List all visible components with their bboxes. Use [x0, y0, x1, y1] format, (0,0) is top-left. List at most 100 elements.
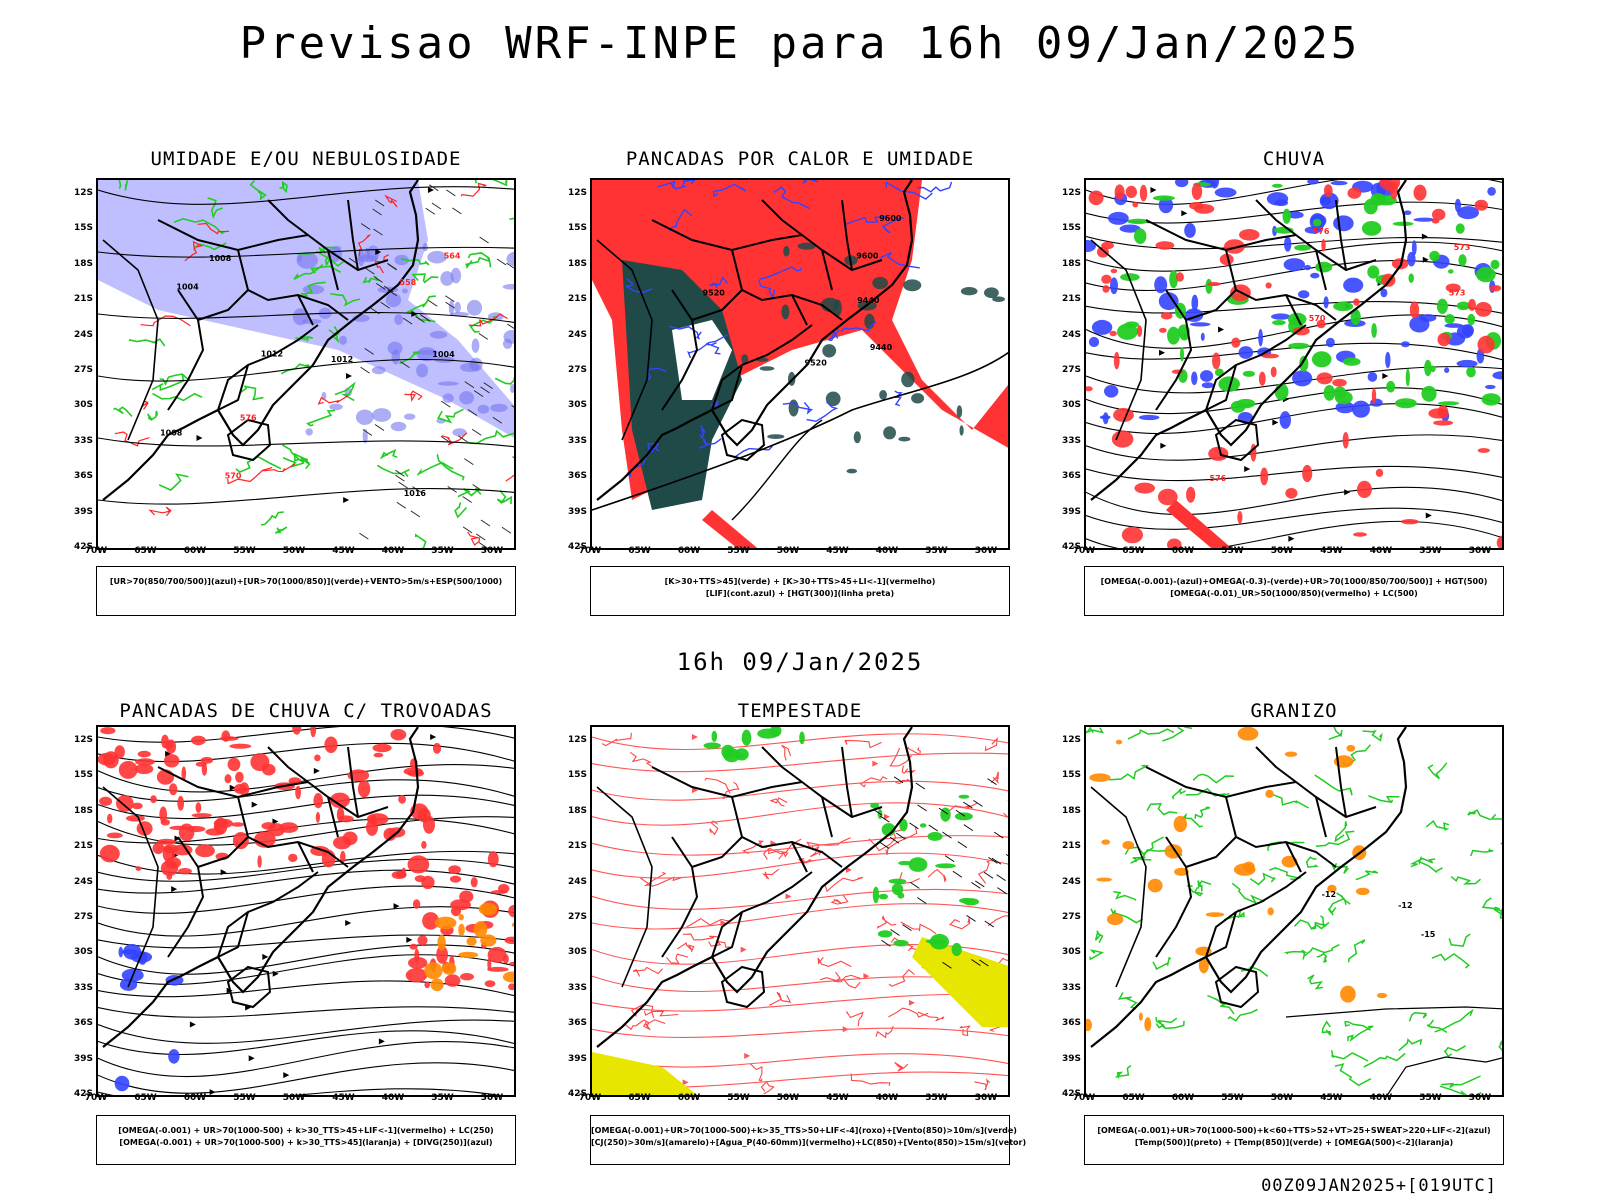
contour-label: 573 [1454, 243, 1471, 252]
legend-line: [OMEGA(-0.001) + UR>70(1000-500) + k>30_… [119, 1138, 493, 1147]
longitude-tick-label: 30W [1468, 546, 1492, 556]
panel-legend: [OMEGA(-0.001)-(azul)+OMEGA(-0.3)-(verde… [1084, 566, 1504, 616]
longitude-tick-label: 45W [826, 1093, 849, 1103]
longitude-tick-label: 35W [431, 546, 454, 556]
latitude-tick-label: 18S [567, 258, 587, 269]
panel-title: PANCADAS POR CALOR E UMIDADE [625, 148, 975, 170]
contour-label: 9520 [805, 359, 828, 368]
longitude-tick-label: 65W [628, 1093, 651, 1103]
longitude-tick-label: 50W [776, 546, 800, 556]
contour-label: 1004 [176, 283, 199, 292]
longitude-tick-label: 65W [628, 546, 651, 556]
longitude-tick-label: 65W [134, 546, 157, 556]
longitude-tick-label: 40W [381, 1093, 405, 1103]
latitude-tick-label: 21S [567, 294, 587, 305]
latitude-tick-label: 21S [73, 294, 93, 305]
contour-label: 1004 [432, 350, 455, 359]
latitude-tick-label: 18S [1061, 805, 1081, 816]
longitude-tick-label: 45W [332, 1093, 355, 1103]
contour-label: 1012 [261, 349, 283, 358]
latitude-tick-label: 21S [567, 841, 587, 852]
contour-label: 576 [1313, 227, 1330, 236]
longitude-tick-label: 30W [480, 1093, 504, 1103]
run-timestamp: 00Z09JAN2025+[019UTC] [1261, 1176, 1497, 1196]
latitude-tick-label: 36S [1061, 1018, 1081, 1029]
panel-title: CHUVA [1262, 148, 1326, 170]
contour-label: 1008 [209, 254, 232, 263]
contour-label: 576 [240, 413, 257, 422]
latitude-tick-label: 42S [1061, 1089, 1081, 1099]
latitude-tick-label: 27S [567, 365, 587, 375]
latitude-tick-label: 24S [567, 329, 587, 340]
legend-line: [CJ(250)>30m/s](amarelo)+[Agua_P(40-60mm… [591, 1138, 1027, 1147]
longitude-tick-label: 60W [183, 1093, 207, 1103]
panel-legend: [UR>70(850/700/500)](azul)+[UR>70(1000/8… [96, 566, 516, 616]
latitude-tick-label: 39S [73, 1053, 93, 1064]
latitude-tick-label: 27S [567, 912, 587, 922]
panel-title: UMIDADE E/OU NEBULOSIDADE [150, 148, 462, 170]
latitude-tick-label: 27S [1061, 365, 1081, 375]
latitude-tick-label: 21S [1061, 294, 1081, 305]
longitude-tick-label: 45W [826, 546, 849, 556]
latitude-tick-label: 24S [73, 329, 93, 340]
latitude-tick-label: 39S [1061, 506, 1081, 517]
forecast-time-label: 16h 09/Jan/2025 [676, 648, 924, 676]
latitude-tick-label: 33S [1061, 982, 1081, 993]
contour-label: 9600 [856, 252, 879, 261]
latitude-tick-label: 30S [73, 400, 93, 411]
latitude-tick-label: 24S [567, 876, 587, 887]
latitude-tick-label: 21S [73, 841, 93, 852]
longitude-tick-label: 50W [282, 1093, 306, 1103]
longitude-tick-label: 50W [1270, 1093, 1294, 1103]
latitude-tick-label: 27S [1061, 912, 1081, 922]
longitude-tick-label: 55W [1221, 546, 1244, 556]
contour-label: -12 [1398, 901, 1412, 910]
longitude-tick-label: 30W [974, 1093, 998, 1103]
longitude-tick-label: 55W [727, 1093, 750, 1103]
latitude-tick-label: 15S [73, 223, 93, 234]
latitude-tick-label: 42S [1061, 542, 1081, 552]
longitude-tick-label: 65W [1122, 1093, 1145, 1103]
longitude-tick-label: 55W [233, 546, 256, 556]
contour-label: 9440 [857, 296, 880, 305]
latitude-tick-label: 39S [1061, 1053, 1081, 1064]
latitude-tick-label: 33S [73, 435, 93, 446]
longitude-tick-label: 35W [925, 546, 948, 556]
legend-line: [Temp(500)](preto) + [Temp(850)](verde) … [1134, 1138, 1454, 1147]
contour-label: 564 [444, 251, 461, 260]
contour-label: 9440 [870, 343, 893, 352]
latitude-tick-label: 36S [73, 1018, 93, 1029]
longitude-tick-label: 35W [925, 1093, 948, 1103]
latitude-tick-label: 36S [567, 471, 587, 482]
latitude-tick-label: 30S [567, 947, 587, 958]
longitude-tick-label: 70W [1072, 546, 1096, 556]
latitude-tick-label: 39S [567, 1053, 587, 1064]
longitude-tick-label: 50W [282, 546, 306, 556]
longitude-tick-label: 70W [84, 1093, 108, 1103]
contour-label: 9600 [879, 214, 902, 223]
longitude-tick-label: 50W [1270, 546, 1294, 556]
latitude-tick-label: 12S [73, 735, 93, 745]
longitude-tick-label: 55W [727, 546, 750, 556]
longitude-tick-label: 50W [776, 1093, 800, 1103]
latitude-tick-label: 18S [73, 258, 93, 269]
longitude-tick-label: 35W [1419, 546, 1442, 556]
longitude-tick-label: 70W [578, 546, 602, 556]
map-canvas: 576 576 573 570 573 [1086, 180, 1502, 548]
latitude-tick-label: 30S [1061, 400, 1081, 411]
latitude-tick-label: 30S [1061, 947, 1081, 958]
latitude-tick-label: 39S [567, 506, 587, 517]
latitude-tick-label: 30S [567, 400, 587, 411]
contour-label: 1008 [160, 429, 183, 438]
panel-legend: [K>30+TTS>45](verde) + [K>30+TTS>45+LI<-… [590, 566, 1010, 616]
longitude-tick-label: 30W [1468, 1093, 1492, 1103]
legend-line: [OMEGA(-0.001)+UR>70(1000-500)+k<60+TTS>… [1097, 1126, 1491, 1135]
latitude-tick-label: 42S [73, 542, 93, 552]
latitude-tick-label: 33S [1061, 435, 1081, 446]
longitude-tick-label: 55W [233, 1093, 256, 1103]
latitude-tick-label: 12S [73, 188, 93, 198]
contour-label: -15 [1421, 930, 1436, 939]
latitude-tick-label: 42S [567, 1089, 587, 1099]
longitude-tick-label: 40W [1369, 546, 1393, 556]
page-title: Previsao WRF-INPE para 16h 09/Jan/2025 [239, 18, 1361, 69]
